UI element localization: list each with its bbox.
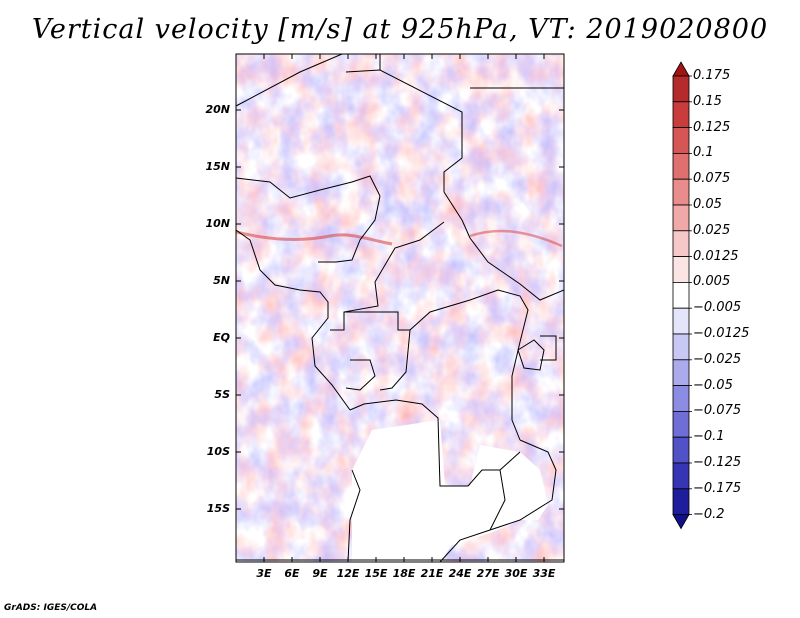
colorbar-segment	[672, 462, 690, 490]
lat-label-5n: 5N	[213, 274, 230, 287]
colorbar-label: −0.005	[693, 300, 742, 316]
lat-label-20n: 20N	[205, 103, 230, 116]
lat-label-eq: EQ	[213, 331, 230, 344]
colorbar-label: −0.075	[693, 403, 742, 419]
lon-ticks	[263, 54, 545, 562]
colorbar-segment	[672, 152, 690, 180]
lon-label-15e: 15E	[364, 567, 388, 580]
colorbar-label: −0.0125	[693, 326, 750, 341]
lon-label-33e: 33E	[532, 567, 556, 580]
lat-label-15n: 15N	[205, 160, 230, 173]
lat-label-10n: 10N	[205, 217, 230, 230]
colorbar-segment	[672, 359, 690, 386]
colorbar	[672, 61, 692, 530]
colorbar-label: 0.175	[693, 68, 731, 83]
map-title: Vertical velocity [m/s] at 925hPa, VT: 2…	[31, 14, 769, 45]
colorbar-label: 0.025	[693, 222, 731, 238]
lon-label-21e: 21E	[420, 567, 444, 580]
colorbar-segment	[672, 230, 690, 258]
lat-label-5s: 5S	[214, 388, 230, 401]
colorbar-label: 0.1	[693, 145, 714, 161]
colorbar-segment	[672, 256, 690, 283]
colorbar-segment	[672, 178, 690, 206]
lat-ticks	[236, 109, 564, 510]
colorbar-label: 0.05	[693, 197, 722, 212]
colorbar-segment	[672, 101, 690, 129]
colorbar-label: −0.1	[693, 429, 725, 445]
colorbar-segment	[672, 307, 690, 335]
country-boundaries	[236, 54, 564, 562]
colorbar-label: −0.2	[693, 506, 725, 522]
colorbar-segment	[672, 488, 690, 515]
colorbar-top-arrow	[672, 61, 690, 77]
lon-label-24e: 24E	[448, 567, 472, 580]
plot-frame	[235, 53, 565, 563]
colorbar-label: 0.005	[693, 274, 731, 290]
colorbar-label: 0.075	[693, 171, 731, 187]
colorbar-segment	[672, 436, 690, 464]
lon-label-12e: 12E	[336, 567, 360, 580]
colorbar-label: 0.0125	[693, 248, 739, 264]
lat-label-15s: 15S	[206, 502, 230, 515]
colorbar-segment	[672, 281, 690, 309]
colorbar-label: −0.025	[693, 351, 742, 367]
colorbar-segment	[672, 204, 690, 232]
colorbar-segment	[672, 127, 690, 154]
colorbar-bottom-arrow	[672, 514, 690, 530]
colorbar-label: 0.15	[693, 93, 722, 109]
colorbar-segment	[672, 333, 690, 361]
lon-label-6e: 6E	[284, 567, 300, 580]
lon-label-30e: 30E	[504, 567, 528, 580]
colorbar-segment	[672, 75, 690, 103]
lat-label-10s: 10S	[206, 445, 230, 458]
colorbar-label: −0.05	[693, 377, 733, 393]
colorbar-label: −0.175	[693, 480, 742, 496]
colorbar-label: −0.125	[693, 455, 742, 470]
lon-label-27e: 27E	[476, 567, 500, 580]
colorbar-segment	[672, 410, 690, 438]
lon-label-9e: 9E	[312, 567, 328, 580]
lon-label-3e: 3E	[256, 567, 272, 580]
colorbar-label: 0.125	[693, 119, 731, 135]
grads-credit: GrADS: IGES/COLA	[4, 603, 98, 613]
velocity-field	[236, 54, 564, 562]
colorbar-segment	[672, 385, 690, 412]
lon-label-18e: 18E	[392, 567, 416, 580]
